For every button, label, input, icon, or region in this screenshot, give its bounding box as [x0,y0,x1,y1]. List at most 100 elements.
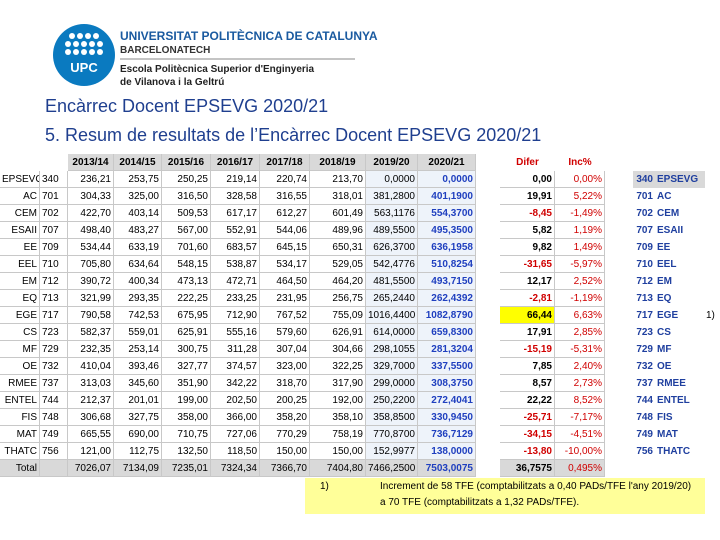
value: 509,53 [162,205,211,222]
value: 7366,70 [260,460,310,477]
difference: -34,15 [500,426,555,443]
difference: -8,45 [500,205,555,222]
row-name: EPSEVG [0,171,40,188]
value: 7235,01 [162,460,211,477]
value: 690,00 [114,426,162,443]
value: 563,1176 [366,205,418,222]
value: 400,34 [114,273,162,290]
value: 121,00 [68,443,114,460]
label-code: 709 [636,242,653,253]
row-code: 749 [40,426,68,443]
value: 345,60 [114,375,162,392]
increment-pct: -1,19% [555,290,605,307]
increment-pct: 0,495% [555,460,605,477]
column-header: 2018/19 [310,154,366,171]
row-code: 702 [40,205,68,222]
value: 327,75 [114,409,162,426]
value: 1082,8790 [418,307,476,324]
value: 200,25 [260,392,310,409]
value: 231,95 [260,290,310,307]
value: 327,77 [162,358,211,375]
increment-pct: -5,97% [555,256,605,273]
increment-pct: 6,63% [555,307,605,324]
row-code: 732 [40,358,68,375]
label-code: 713 [636,293,653,304]
increment-pct: 0,00% [555,171,605,188]
value: 132,50 [162,443,211,460]
value: 118,50 [211,443,260,460]
row-code: 748 [40,409,68,426]
increment-pct: 1,49% [555,239,605,256]
increment-pct: 2,52% [555,273,605,290]
value: 265,2440 [366,290,418,307]
value: 559,01 [114,324,162,341]
label-name: EEL [657,259,677,270]
value: 665,55 [68,426,114,443]
row-name: ESAII [0,222,40,239]
increment-pct: 8,52% [555,392,605,409]
value: 534,17 [260,256,310,273]
value: 374,57 [211,358,260,375]
value: 770,8700 [366,426,418,443]
value: 493,7150 [418,273,476,290]
value: 636,1958 [418,239,476,256]
value: 727,06 [211,426,260,443]
logo-area: UPC UNIVERSITAT POLITÈCNICA DE CATALUNYA… [53,24,378,88]
value: 318,70 [260,375,310,392]
column-header: 2020/21 [418,154,476,171]
column-header: 2013/14 [68,154,114,171]
row-name: FIS [0,409,40,426]
value: 7324,34 [211,460,260,477]
value: 403,14 [114,205,162,222]
value: 633,19 [114,239,162,256]
column-header: Difer [516,157,539,168]
value: 316,50 [162,188,211,205]
label-code: 748 [636,412,653,423]
value: 299,0000 [366,375,418,392]
value: 393,46 [114,358,162,375]
value: 256,75 [310,290,366,307]
difference: 7,85 [500,358,555,375]
column-header: 2019/20 [366,154,418,171]
value: 213,70 [310,171,366,188]
brand: BARCELONATECH [120,45,210,56]
value: 330,9450 [418,409,476,426]
value: 410,04 [68,358,114,375]
value: 529,05 [310,256,366,273]
difference: -15,19 [500,341,555,358]
value: 472,71 [211,273,260,290]
column-header: 2016/17 [211,154,260,171]
value: 617,17 [211,205,260,222]
value: 755,09 [310,307,366,324]
value: 710,75 [162,426,211,443]
value: 232,35 [68,341,114,358]
value: 358,10 [310,409,366,426]
column-header: 2017/18 [260,154,310,171]
column-header: 2014/15 [114,154,162,171]
value: 489,96 [310,222,366,239]
value: 7134,09 [114,460,162,477]
value: 481,5500 [366,273,418,290]
label-name: OE [657,361,672,372]
label-code: 732 [636,361,653,372]
column-header: Inc% [568,157,592,168]
value: 250,25 [162,171,211,188]
difference: -2,81 [500,290,555,307]
value: 7503,0075 [418,460,476,477]
row-code: 756 [40,443,68,460]
label-code: 744 [636,395,653,406]
row-code: 744 [40,392,68,409]
value: 253,14 [114,341,162,358]
value: 758,19 [310,426,366,443]
school-line: de Vilanova i la Geltrú [120,77,224,88]
value: 464,50 [260,273,310,290]
value: 650,31 [310,239,366,256]
row-name: AC [0,188,40,205]
label-name: EM [657,276,672,287]
row-code: 723 [40,324,68,341]
value: 612,27 [260,205,310,222]
row-code: 737 [40,375,68,392]
footnote-line: a 70 TFE (comptabilitzats a 1,32 PADs/TF… [380,497,580,508]
increment-pct: -4,51% [555,426,605,443]
note-ref: 1) [706,310,715,321]
